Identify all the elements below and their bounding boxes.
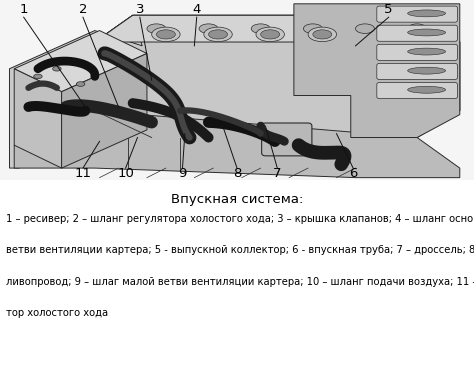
Text: 6: 6 [349, 167, 357, 180]
Text: 5: 5 [384, 3, 393, 16]
Text: 4: 4 [192, 3, 201, 16]
Text: ливопровод; 9 – шлаг малой ветви вентиляции картера; 10 – шланг подачи воздуха; : ливопровод; 9 – шлаг малой ветви вентиля… [6, 277, 474, 286]
Ellipse shape [152, 27, 180, 42]
Text: 2: 2 [79, 3, 87, 16]
Text: Впускная система:: Впускная система: [171, 193, 303, 206]
Polygon shape [9, 15, 142, 168]
Ellipse shape [303, 24, 322, 33]
FancyBboxPatch shape [377, 83, 457, 99]
Text: тор холостого хода: тор холостого хода [6, 308, 108, 318]
Polygon shape [14, 111, 460, 178]
Ellipse shape [408, 67, 446, 74]
FancyBboxPatch shape [377, 6, 457, 22]
Ellipse shape [408, 10, 446, 17]
Ellipse shape [356, 24, 374, 33]
Ellipse shape [209, 30, 228, 39]
Ellipse shape [408, 48, 446, 55]
Text: 1: 1 [19, 3, 28, 16]
Ellipse shape [76, 82, 85, 86]
Text: ветви вентиляции картера; 5 - выпускной коллектор; 6 - впускная труба; 7 – дросс: ветви вентиляции картера; 5 - выпускной … [6, 245, 474, 255]
Ellipse shape [147, 24, 166, 33]
Ellipse shape [261, 30, 280, 39]
Polygon shape [14, 69, 62, 168]
Text: 1 – ресивер; 2 – шланг регулятора холостого хода; 3 – крышка клапанов; 4 – шланг: 1 – ресивер; 2 – шланг регулятора холост… [6, 214, 474, 224]
Ellipse shape [251, 24, 270, 33]
Polygon shape [95, 15, 460, 138]
Polygon shape [95, 15, 460, 138]
Ellipse shape [204, 27, 232, 42]
Text: 7: 7 [273, 167, 282, 180]
Polygon shape [62, 53, 147, 168]
Polygon shape [14, 31, 147, 92]
Text: 3: 3 [136, 3, 144, 16]
Ellipse shape [256, 27, 284, 42]
FancyBboxPatch shape [262, 123, 312, 156]
Ellipse shape [308, 27, 337, 42]
Ellipse shape [156, 30, 175, 39]
Text: 10: 10 [117, 167, 134, 180]
Ellipse shape [313, 30, 332, 39]
FancyBboxPatch shape [377, 44, 457, 60]
Ellipse shape [53, 66, 61, 71]
Ellipse shape [34, 74, 42, 79]
Ellipse shape [408, 86, 446, 93]
Polygon shape [95, 15, 460, 42]
FancyBboxPatch shape [377, 63, 457, 79]
Text: 11: 11 [74, 167, 91, 180]
Bar [0, 0, 474, 180]
Ellipse shape [408, 24, 427, 33]
Text: 9: 9 [178, 167, 187, 180]
Ellipse shape [199, 24, 218, 33]
Ellipse shape [408, 29, 446, 36]
FancyBboxPatch shape [377, 25, 457, 41]
Text: 8: 8 [233, 167, 241, 180]
Polygon shape [294, 4, 460, 138]
